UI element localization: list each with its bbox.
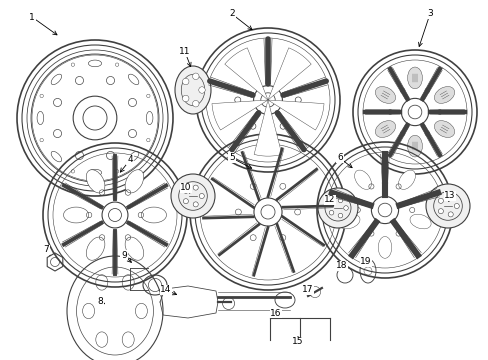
Circle shape bbox=[317, 188, 357, 228]
Circle shape bbox=[338, 213, 342, 218]
Ellipse shape bbox=[86, 237, 104, 260]
Ellipse shape bbox=[338, 214, 359, 229]
Circle shape bbox=[447, 212, 452, 217]
Circle shape bbox=[183, 188, 188, 193]
Ellipse shape bbox=[375, 121, 395, 138]
Circle shape bbox=[192, 73, 199, 80]
Text: 6: 6 bbox=[336, 153, 342, 162]
Circle shape bbox=[447, 195, 452, 200]
Circle shape bbox=[453, 203, 458, 208]
Text: 1: 1 bbox=[29, 13, 35, 22]
Circle shape bbox=[328, 210, 333, 215]
Text: 5: 5 bbox=[229, 153, 234, 162]
Circle shape bbox=[193, 185, 198, 190]
Circle shape bbox=[193, 202, 198, 207]
Circle shape bbox=[171, 174, 215, 218]
Circle shape bbox=[192, 100, 199, 107]
Ellipse shape bbox=[175, 66, 210, 114]
Polygon shape bbox=[267, 100, 324, 130]
Circle shape bbox=[183, 199, 188, 204]
Polygon shape bbox=[267, 48, 310, 100]
Text: 10: 10 bbox=[180, 184, 191, 193]
Ellipse shape bbox=[433, 121, 454, 138]
Text: 8: 8 bbox=[97, 297, 102, 306]
Text: 12: 12 bbox=[324, 195, 335, 204]
Ellipse shape bbox=[407, 135, 422, 157]
Polygon shape bbox=[211, 100, 267, 130]
Text: 3: 3 bbox=[426, 9, 432, 18]
Ellipse shape bbox=[407, 67, 422, 89]
Circle shape bbox=[328, 201, 333, 206]
Circle shape bbox=[198, 87, 205, 93]
Text: 14: 14 bbox=[160, 285, 171, 294]
Ellipse shape bbox=[375, 86, 395, 103]
Text: 16: 16 bbox=[270, 309, 281, 318]
Ellipse shape bbox=[125, 237, 143, 260]
Ellipse shape bbox=[409, 214, 430, 229]
Text: 4: 4 bbox=[127, 156, 133, 165]
Circle shape bbox=[182, 95, 188, 102]
Ellipse shape bbox=[141, 207, 166, 223]
Circle shape bbox=[437, 198, 443, 203]
Text: 11: 11 bbox=[179, 48, 190, 57]
Text: 19: 19 bbox=[360, 257, 371, 266]
Ellipse shape bbox=[377, 237, 391, 258]
Text: 18: 18 bbox=[336, 261, 347, 270]
Circle shape bbox=[343, 206, 347, 210]
Circle shape bbox=[338, 198, 342, 203]
Text: 9: 9 bbox=[121, 251, 126, 260]
Ellipse shape bbox=[86, 170, 104, 193]
Ellipse shape bbox=[125, 170, 143, 193]
Ellipse shape bbox=[433, 86, 454, 103]
Circle shape bbox=[425, 184, 469, 228]
Text: 15: 15 bbox=[292, 338, 303, 346]
Ellipse shape bbox=[354, 170, 371, 189]
Text: 13: 13 bbox=[443, 192, 455, 201]
Circle shape bbox=[437, 209, 443, 214]
Text: 7: 7 bbox=[43, 246, 49, 255]
Text: 17: 17 bbox=[302, 285, 313, 294]
Ellipse shape bbox=[63, 207, 88, 223]
Polygon shape bbox=[224, 48, 267, 100]
Text: 2: 2 bbox=[229, 9, 234, 18]
Polygon shape bbox=[254, 100, 281, 156]
Circle shape bbox=[182, 78, 188, 85]
Ellipse shape bbox=[398, 170, 415, 189]
Circle shape bbox=[199, 193, 204, 198]
